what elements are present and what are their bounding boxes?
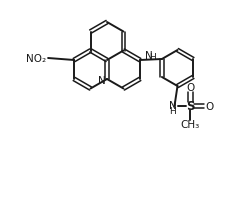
Text: O: O xyxy=(204,101,213,112)
Text: N: N xyxy=(98,76,106,86)
Text: H: H xyxy=(149,53,156,62)
Text: N: N xyxy=(144,51,152,61)
Text: N: N xyxy=(168,101,176,110)
Text: CH₃: CH₃ xyxy=(180,119,199,129)
Text: O: O xyxy=(186,83,194,93)
Text: H: H xyxy=(168,107,175,116)
Text: S: S xyxy=(186,100,194,113)
Text: NO₂: NO₂ xyxy=(26,54,46,64)
